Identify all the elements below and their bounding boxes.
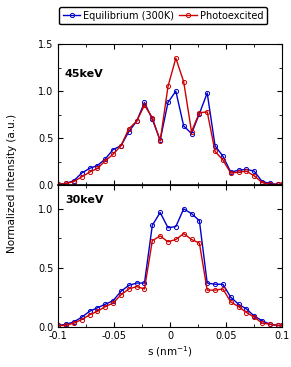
Text: 30keV: 30keV [65, 195, 103, 205]
X-axis label: s (nm$^{-1}$): s (nm$^{-1}$) [148, 344, 193, 359]
Text: 45keV: 45keV [65, 69, 104, 80]
Legend: Equilibrium (300K), Photoexcited: Equilibrium (300K), Photoexcited [59, 7, 267, 25]
Text: Normalized Intensity (a.u.): Normalized Intensity (a.u.) [7, 114, 17, 253]
